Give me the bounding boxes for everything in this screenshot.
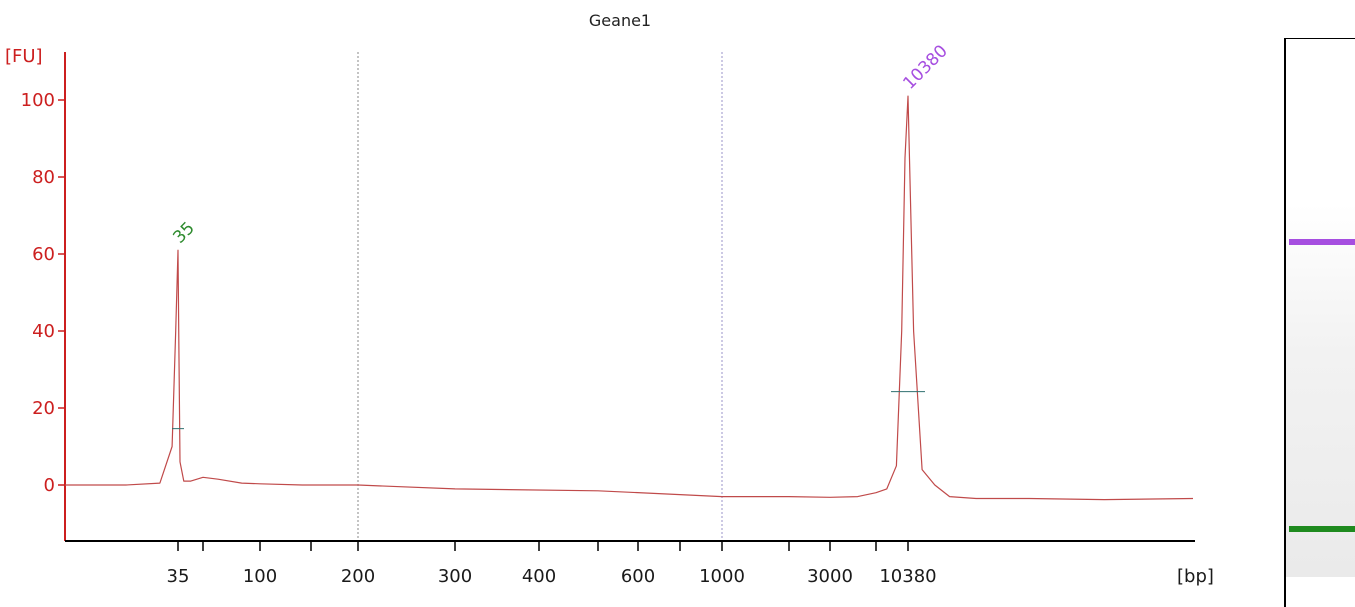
y-tick-label: 40 (32, 321, 55, 342)
x-tick-label: 200 (341, 566, 375, 587)
x-tick-label: 100 (243, 566, 277, 587)
chart-title: Geane1 (589, 11, 651, 30)
upper-marker-band (1289, 239, 1355, 245)
reference-lines (357, 52, 723, 541)
x-tick-label: 600 (621, 566, 655, 587)
y-unit-label: [FU] (5, 46, 43, 67)
electropherogram-chart: Geane1 [FU] [bp] 0 20 40 60 80 100 35 100 200 30… (5, 11, 1214, 587)
trace-line (65, 95, 1194, 501)
x-unit-label: [bp] (1177, 566, 1214, 587)
peak-label: 35 (169, 218, 198, 247)
x-tick-label: 35 (167, 566, 190, 587)
y-axis-ticks: 0 20 40 60 80 100 (21, 90, 65, 496)
gel-image-panel (1284, 38, 1355, 607)
x-tick-label: 300 (438, 566, 472, 587)
lower-marker-band (1289, 526, 1355, 532)
axes (64, 52, 1195, 542)
y-tick-label: 20 (32, 398, 55, 419)
x-tick-label: 10380 (879, 566, 936, 587)
gel-lane (1286, 204, 1355, 577)
x-axis-ticks: 35 100 200 300 400 600 1000 3000 10380 (167, 541, 937, 587)
y-tick-label: 100 (21, 90, 55, 111)
y-tick-label: 0 (44, 475, 55, 496)
peak-label: 10380 (899, 41, 951, 93)
y-tick-label: 60 (32, 244, 55, 265)
x-tick-label: 3000 (807, 566, 853, 587)
peak-labels: 35 10380 (169, 41, 952, 430)
x-tick-label: 1000 (699, 566, 745, 587)
x-tick-label: 400 (522, 566, 556, 587)
trace-group (65, 95, 1194, 501)
y-tick-label: 80 (32, 167, 55, 188)
